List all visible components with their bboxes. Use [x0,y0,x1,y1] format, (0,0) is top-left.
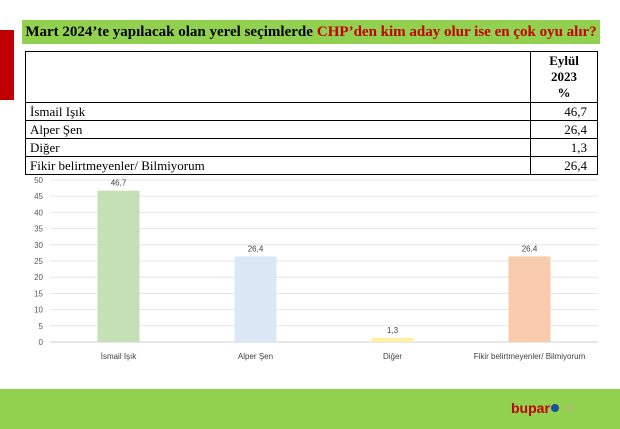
bar-chart: 0 5 10 15 20 25 30 35 40 45 50 46,7 İsmail Işık 26,4 A… [34,176,598,361]
table-header-period: Eylül 2023 % [530,51,598,103]
y-tick-label: 0 [39,338,44,347]
table-row: Diğer 1,3 [25,138,598,157]
y-tick-label: 15 [34,289,43,298]
x-tick-label: Alper Şen [238,352,273,361]
data-label: 26,4 [522,244,538,253]
table-row: Fikir belirtmeyenler/ Bilmiyorum 26,4 [25,156,598,175]
title-prefix: Mart 2024’te yapılacak olan yerel seçiml… [25,23,313,40]
x-tick-label: Diğer [383,352,402,361]
bar [234,256,277,342]
red-accent-bar [0,30,14,100]
row-label: Alper Şen [25,120,531,139]
table-header-empty [25,51,531,103]
header-year: 2023 [551,69,577,84]
header-month: Eylül [549,53,579,68]
y-tick-label: 10 [34,306,43,315]
row-label: Diğer [25,138,531,157]
logo-dot-icon [550,404,559,412]
logo-text: bupar [511,400,550,416]
row-value: 26,4 [530,156,598,175]
y-tick-label: 20 [34,273,43,282]
x-tick-label: Fikir belirtmeyenler/ Bilmiyorum [474,352,586,361]
header-unit: % [557,85,571,100]
y-tick-label: 45 [34,192,43,201]
table-header-row: Eylül 2023 % [25,51,598,103]
y-tick-label: 5 [39,322,44,331]
row-value: 46,7 [530,102,598,121]
y-tick-label: 40 [34,208,43,217]
row-value: 1,3 [530,138,598,157]
footer-bar [0,389,620,429]
table-row: Alper Şen 26,4 [25,120,598,139]
slide-title: Mart 2024’te yapılacak olan yerel seçiml… [22,20,600,44]
title-highlight: CHP’den kim aday olur ise en çok oyu alı… [316,23,597,40]
y-tick-label: 25 [34,257,43,266]
bar [371,337,414,342]
data-label: 26,4 [248,244,264,253]
x-tick-label: İsmail Işık [101,352,138,361]
results-table: Eylül 2023 % İsmail Işık 46,7 Alper Şen … [25,51,598,175]
bar [97,190,140,342]
bupar-logo: bupar [511,400,559,416]
page-number: 40 [566,405,574,412]
y-tick-label: 30 [34,241,43,250]
y-tick-label: 35 [34,225,43,234]
data-label: 46,7 [111,179,127,188]
y-tick-label: 50 [34,176,43,185]
bar [508,256,551,342]
row-label: İsmail Işık [25,102,531,121]
row-value: 26,4 [530,120,598,139]
row-label: Fikir belirtmeyenler/ Bilmiyorum [25,156,531,175]
data-label: 1,3 [387,326,399,335]
table-row: İsmail Işık 46,7 [25,102,598,121]
